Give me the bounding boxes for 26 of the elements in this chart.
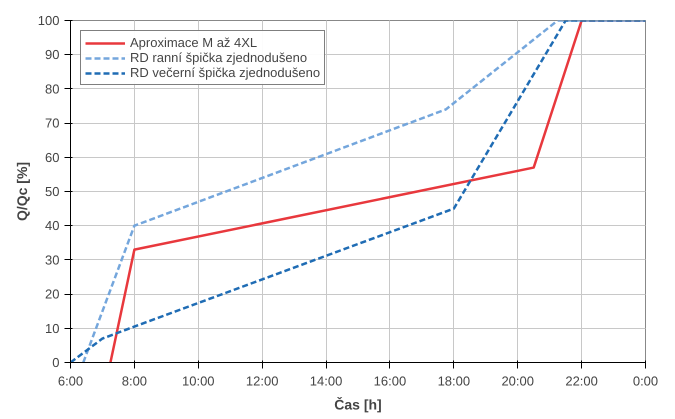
legend-label: Aproximace M až 4XL — [130, 35, 258, 50]
x-tick-label: 12:00 — [246, 374, 278, 388]
y-tick-label: 80 — [45, 81, 60, 96]
y-axis-title: Q/Qc [%] — [14, 162, 30, 222]
y-tick-label: 10 — [45, 320, 60, 336]
y-tick-label: 40 — [45, 218, 60, 234]
y-tick-label: 90 — [45, 47, 60, 62]
x-tick-label: 8:00 — [122, 374, 148, 388]
y-tick-label: 20 — [45, 286, 60, 302]
x-tick-label: 22:00 — [565, 374, 598, 388]
y-tick-label: 50 — [45, 184, 60, 199]
y-tick-label: 70 — [45, 116, 60, 131]
x-tick-label: 14:00 — [310, 374, 342, 388]
legend-label: RD ranní špička zjednodušeno — [130, 50, 308, 65]
x-tick-label: 18:00 — [438, 374, 470, 388]
x-tick-label: 0:00 — [632, 374, 658, 388]
x-tick-label: 10:00 — [182, 374, 215, 388]
x-tick-label: 20:00 — [501, 374, 534, 388]
legend-label: RD večerní špička zjednodušeno — [130, 65, 320, 80]
y-tick-label: 30 — [45, 252, 60, 268]
x-axis-title: Čas [h] — [334, 396, 382, 412]
y-tick-label: 0 — [52, 355, 60, 370]
y-tick-label: 100 — [38, 13, 60, 28]
x-tick-label: 6:00 — [58, 374, 84, 388]
x-tick-label: 16:00 — [374, 374, 406, 388]
y-tick-label: 60 — [45, 150, 60, 165]
